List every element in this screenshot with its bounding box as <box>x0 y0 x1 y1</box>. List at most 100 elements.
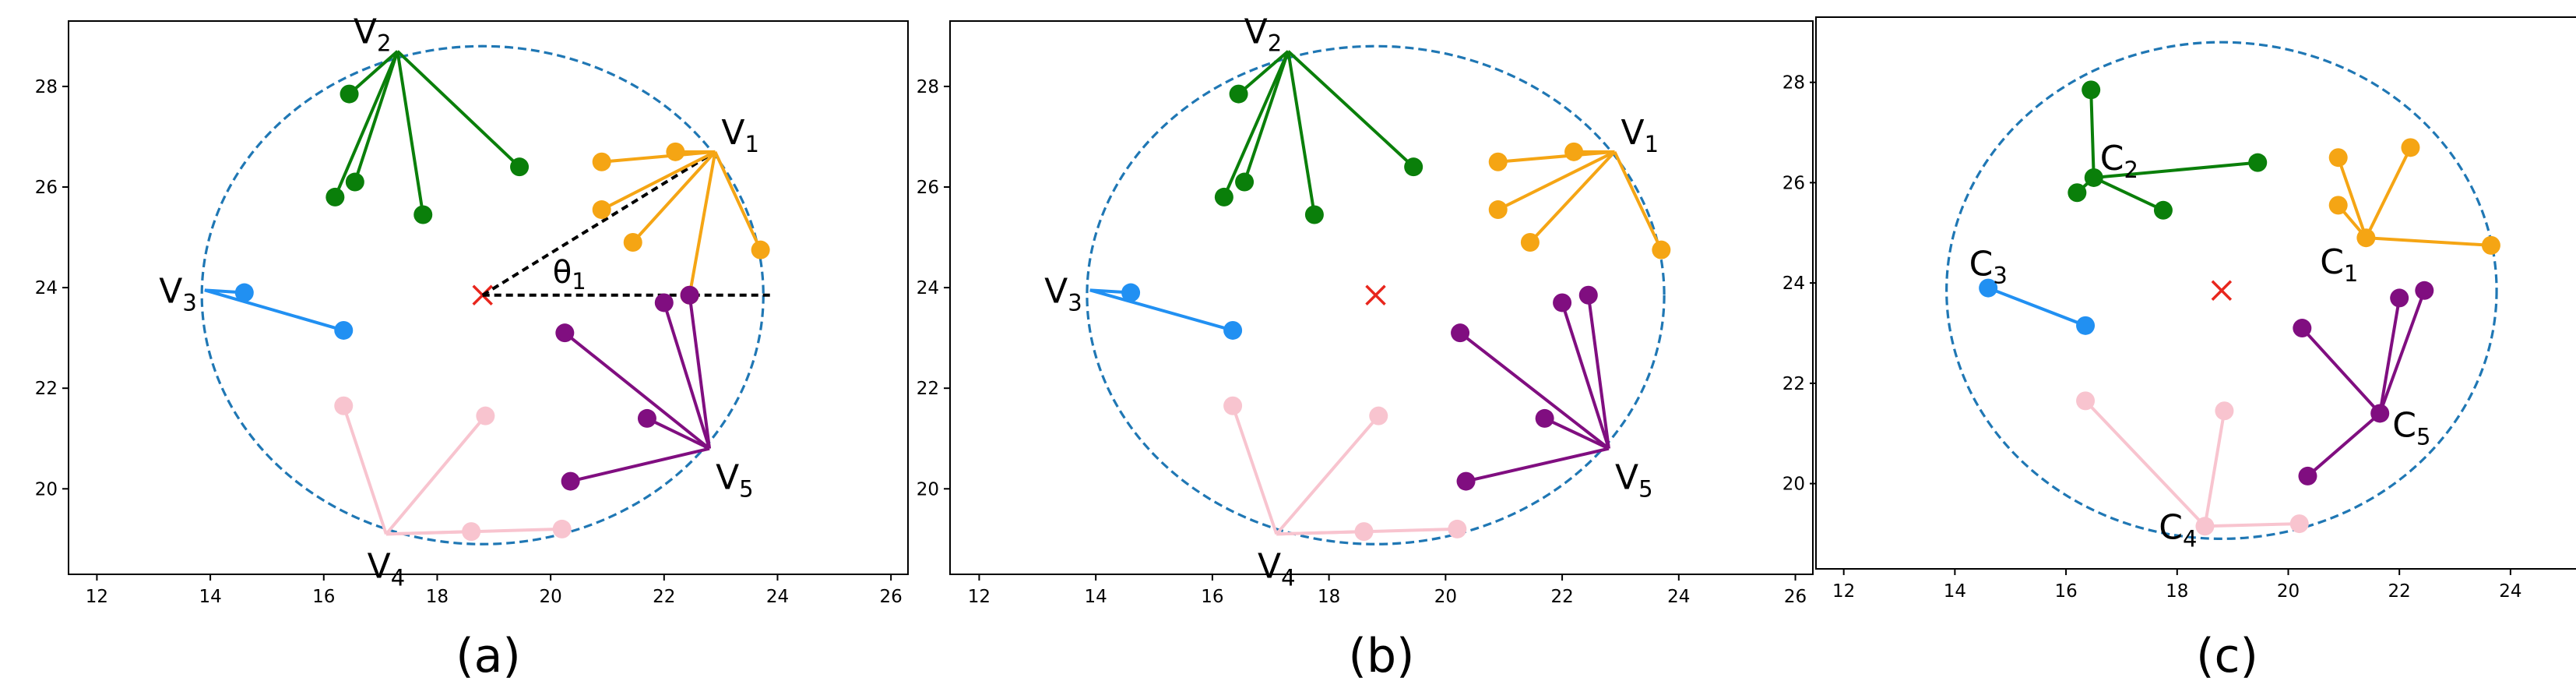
x-tick-label: 24 <box>766 587 789 607</box>
data-point <box>340 84 359 104</box>
x-tick-label: 14 <box>1085 587 1107 607</box>
cluster-spoke <box>1613 150 1663 251</box>
cluster-spoke <box>385 415 487 535</box>
data-point <box>1652 240 1671 259</box>
cluster-spoke <box>600 150 716 211</box>
data-point <box>1404 157 1423 177</box>
cluster-spoke <box>1529 150 1616 244</box>
cluster-spoke <box>1286 51 1316 215</box>
data-point <box>592 152 611 171</box>
cluster-spoke <box>2366 236 2492 247</box>
data-point <box>462 522 481 542</box>
y-tick-label: 28 <box>917 77 939 97</box>
data-point <box>1448 519 1467 538</box>
cluster-spoke <box>2084 400 2206 528</box>
x-tick-label: 12 <box>86 587 108 607</box>
panel-caption: (b) <box>1349 629 1415 683</box>
cluster-spoke <box>2364 147 2412 239</box>
data-point <box>1553 293 1572 312</box>
y-tick-label: 20 <box>917 479 939 500</box>
x-tick-label: 16 <box>312 587 335 607</box>
data-point <box>552 519 572 538</box>
data-point <box>1535 408 1554 428</box>
data-point <box>1229 84 1248 104</box>
hub-label: V3 <box>1044 271 1082 316</box>
data-point <box>2390 288 2409 308</box>
data-point <box>654 293 674 312</box>
boundary-circle <box>1086 44 1666 545</box>
y-tick-label: 24 <box>35 278 58 298</box>
hub-label: C1 <box>2320 242 2358 287</box>
cluster-spoke <box>1497 150 1616 211</box>
hub-label: C5 <box>2392 405 2430 450</box>
cluster-spoke <box>564 331 711 450</box>
data-point <box>1223 396 1243 415</box>
x-tick-label: 14 <box>199 587 221 607</box>
cluster-spoke <box>1243 51 1290 183</box>
data-point <box>413 205 433 224</box>
data-point <box>751 240 770 259</box>
hub-label: V2 <box>354 12 392 57</box>
cluster-spoke <box>2089 90 2096 178</box>
data-point <box>1451 323 1470 343</box>
y-tick-label: 28 <box>35 77 58 97</box>
data-point <box>2401 138 2420 157</box>
x-tick-label: 22 <box>653 587 675 607</box>
x-tick-label: 12 <box>1832 581 1855 602</box>
cluster-spoke <box>713 150 762 251</box>
data-point <box>2076 316 2096 335</box>
data-point <box>2293 319 2312 338</box>
data-point <box>561 471 580 491</box>
cluster-spoke <box>396 50 521 168</box>
data-point <box>1564 142 1584 161</box>
angle-ray-to-hub <box>481 150 716 297</box>
cluster-spoke <box>1466 447 1610 483</box>
cluster-spoke <box>1543 417 1610 450</box>
panel-b: 12 14 16 18 20 22 24 26 20 22 24 26 28 V1 V2 V3 V4 V5 (b) <box>917 12 1814 683</box>
cluster-spoke <box>2378 298 2402 414</box>
cluster-spoke <box>353 51 399 183</box>
data-point <box>680 285 699 305</box>
cluster-spoke <box>570 447 710 483</box>
y-tick-label: 22 <box>35 379 58 399</box>
data-point <box>334 320 354 340</box>
hub-label: V5 <box>1615 458 1653 503</box>
cluster-spoke <box>396 51 425 215</box>
data-point <box>2415 281 2434 300</box>
data-point <box>2289 514 2309 534</box>
hub-label: V5 <box>716 458 754 503</box>
center-marker <box>472 284 493 306</box>
data-point <box>345 172 364 192</box>
data-point <box>234 283 254 302</box>
hub-label: C3 <box>1969 245 2008 289</box>
cluster-spoke <box>2307 411 2381 478</box>
x-tick-label: 18 <box>2166 581 2188 602</box>
cluster-spoke <box>342 405 388 535</box>
data-point <box>555 323 575 343</box>
x-tick-label: 22 <box>1550 587 1573 607</box>
data-point <box>2215 401 2234 421</box>
data-point <box>2328 196 2348 215</box>
data-point <box>2076 391 2096 411</box>
data-point <box>2248 153 2268 172</box>
x-tick-label: 26 <box>1784 587 1807 607</box>
center-marker <box>1365 284 1386 306</box>
x-tick-label: 16 <box>1201 587 1223 607</box>
data-point <box>1223 320 1243 340</box>
centroid-point <box>2370 404 2390 423</box>
data-point <box>2067 183 2087 203</box>
x-tick-label: 24 <box>1667 587 1690 607</box>
y-tick-label: 28 <box>1782 73 1805 94</box>
cluster-spoke <box>2336 157 2368 238</box>
x-tick-label: 20 <box>1434 587 1457 607</box>
hub-label: V4 <box>1258 546 1296 591</box>
boundary-circle <box>1945 41 2498 540</box>
data-point <box>1214 187 1233 207</box>
y-tick-label: 26 <box>35 178 58 198</box>
cluster-spoke <box>1089 288 1233 332</box>
cluster-spoke <box>662 302 711 450</box>
cluster-spoke <box>1459 331 1610 450</box>
cluster-spoke <box>1586 295 1610 449</box>
cluster-spoke <box>333 50 399 198</box>
